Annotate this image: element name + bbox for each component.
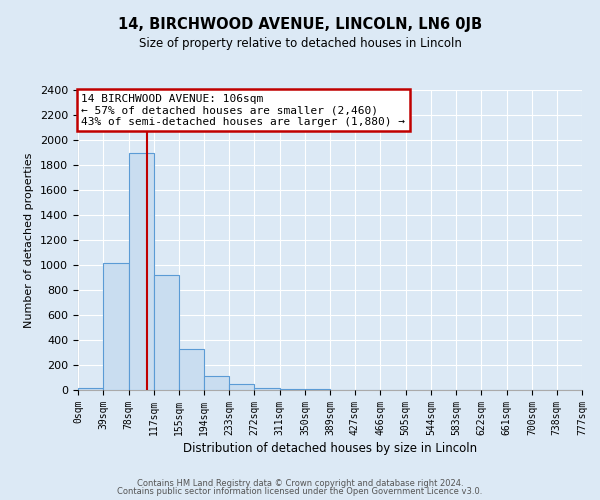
Text: Contains public sector information licensed under the Open Government Licence v3: Contains public sector information licen… xyxy=(118,487,482,496)
Text: Contains HM Land Registry data © Crown copyright and database right 2024.: Contains HM Land Registry data © Crown c… xyxy=(137,478,463,488)
Bar xyxy=(254,388,280,390)
X-axis label: Distribution of detached houses by size in Lincoln: Distribution of detached houses by size … xyxy=(183,442,477,455)
Text: 14, BIRCHWOOD AVENUE, LINCOLN, LN6 0JB: 14, BIRCHWOOD AVENUE, LINCOLN, LN6 0JB xyxy=(118,18,482,32)
Bar xyxy=(280,389,305,390)
Bar xyxy=(128,152,154,390)
Bar xyxy=(78,388,103,390)
Y-axis label: Number of detached properties: Number of detached properties xyxy=(25,152,34,328)
Bar xyxy=(103,262,128,390)
Bar xyxy=(229,384,254,390)
Text: 14 BIRCHWOOD AVENUE: 106sqm
← 57% of detached houses are smaller (2,460)
43% of : 14 BIRCHWOOD AVENUE: 106sqm ← 57% of det… xyxy=(81,94,405,127)
Bar xyxy=(179,349,204,390)
Bar xyxy=(154,275,179,390)
Bar xyxy=(204,376,229,390)
Text: Size of property relative to detached houses in Lincoln: Size of property relative to detached ho… xyxy=(139,38,461,51)
